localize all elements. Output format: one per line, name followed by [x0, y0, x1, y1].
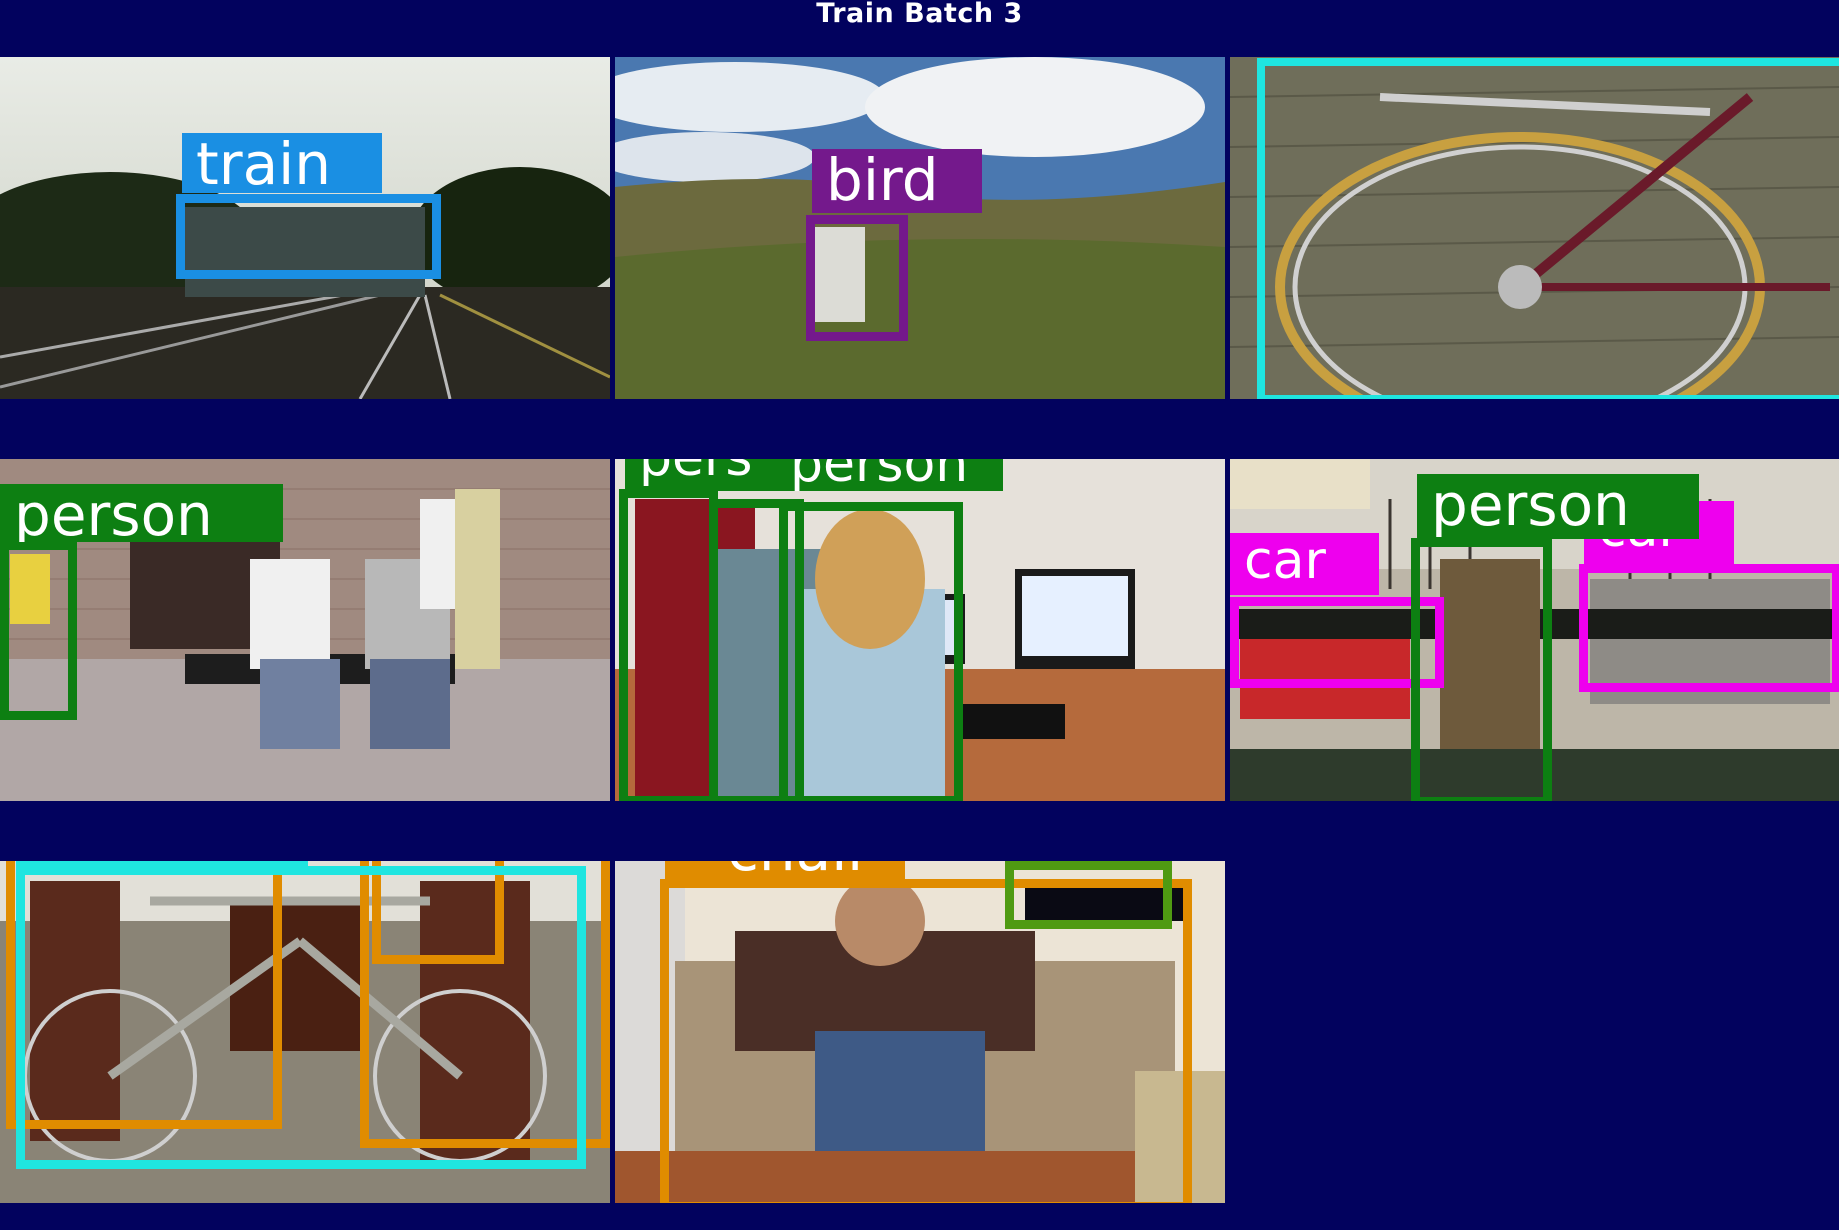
photo-street-bench	[0, 459, 610, 801]
photo-bicycle-chairs	[0, 861, 610, 1203]
mosaic-tile-3	[1230, 57, 1839, 399]
car-bounding-box	[1579, 564, 1839, 692]
page-title: Train Batch 3	[816, 0, 1023, 29]
person-class-label: person	[1417, 474, 1699, 539]
bird-class-label: bird	[812, 149, 982, 213]
bird-bounding-box	[806, 215, 908, 341]
photo-bus-stop	[1230, 459, 1839, 801]
photo-woman-armchair	[615, 861, 1225, 1203]
photo-grassland-bird	[615, 57, 1225, 399]
tvmonitor-bounding-box	[1005, 861, 1172, 929]
chair-bounding-box	[6, 861, 282, 1129]
person-class-label: person	[750, 459, 1003, 491]
car-class-label: car	[1230, 533, 1379, 595]
mosaic-tile-6: car car person	[1230, 459, 1839, 801]
chair-class-label: chair	[665, 861, 905, 881]
train-class-label: train	[182, 133, 382, 193]
photo-bicycle-wheel	[1230, 57, 1839, 399]
bicycle-bounding-box	[1257, 58, 1839, 399]
person-bounding-box	[779, 502, 963, 801]
chair-bounding-box	[660, 879, 1192, 1203]
person-bounding-box	[0, 541, 77, 720]
bicycle-class-label: bicycle	[16, 861, 308, 867]
person-class-label: person	[0, 484, 283, 542]
mosaic-tile-5: person person	[615, 459, 1225, 801]
mosaic-tile-1: train	[0, 57, 610, 399]
bicycle-bounding-box	[16, 866, 586, 1169]
person-bounding-box	[619, 489, 718, 801]
mosaic-tile-7: bicycle	[0, 861, 610, 1203]
chair-bounding-box	[372, 861, 504, 964]
mosaic-tile-4: person	[0, 459, 610, 801]
chair-bounding-box	[360, 861, 610, 1148]
mosaic-tile-2: bird	[615, 57, 1225, 399]
person-bounding-box	[709, 499, 804, 801]
car-bounding-box	[1230, 597, 1444, 688]
person-bounding-box	[1411, 538, 1552, 801]
mosaic-tile-8: chair	[615, 861, 1225, 1203]
train-bounding-box	[176, 194, 441, 279]
